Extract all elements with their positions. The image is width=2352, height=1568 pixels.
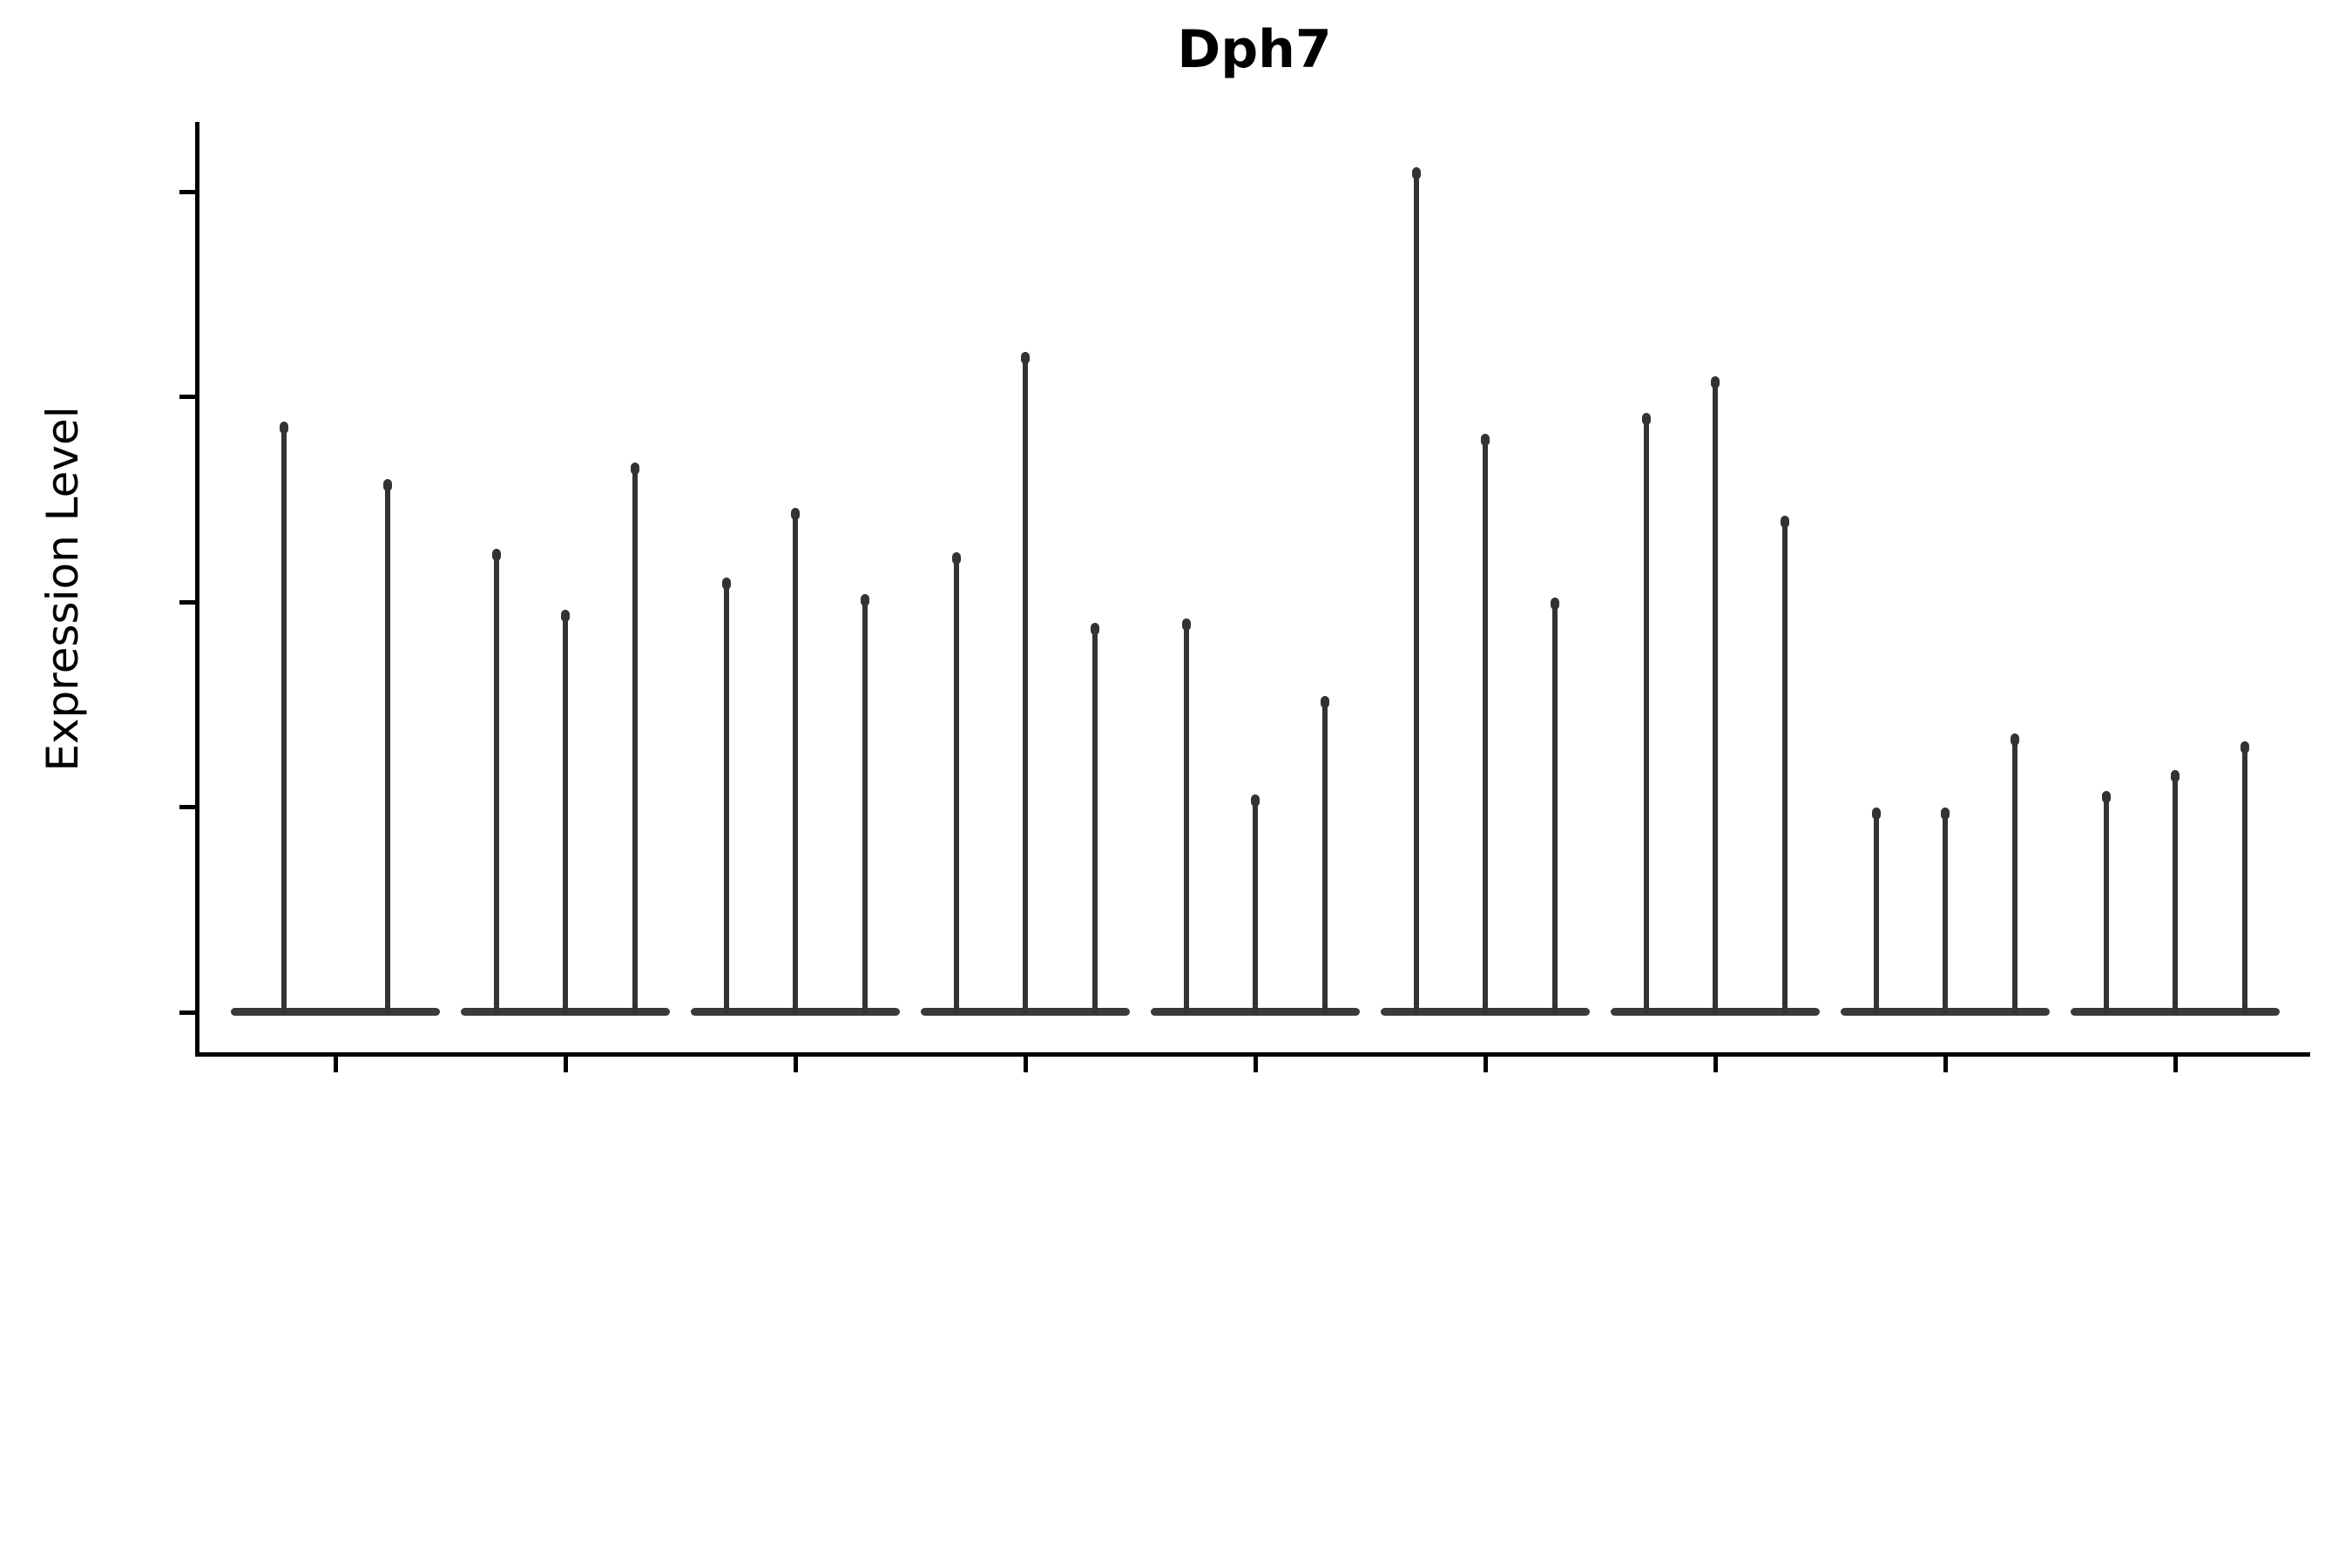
y-axis-label: Expression Level bbox=[37, 406, 88, 772]
violin bbox=[1941, 807, 1950, 1014]
chart-title: Dph7 bbox=[1177, 19, 1332, 80]
violin bbox=[1780, 516, 1789, 1014]
violin bbox=[2101, 790, 2111, 1014]
x-tick-label bbox=[1398, 1080, 1952, 1568]
x-tick-mark bbox=[333, 1057, 338, 1072]
violin bbox=[2010, 733, 2019, 1014]
violin bbox=[1181, 618, 1191, 1014]
violin bbox=[1550, 598, 1559, 1014]
y-tick-mark bbox=[179, 805, 195, 809]
x-tick-mark bbox=[1483, 1057, 1488, 1072]
x-tick-mark bbox=[1253, 1057, 1258, 1072]
y-tick-mark bbox=[179, 1010, 195, 1015]
violin bbox=[791, 507, 800, 1014]
x-tick-mark bbox=[1943, 1057, 1948, 1072]
x-tick-mark bbox=[793, 1057, 798, 1072]
violin-base bbox=[231, 1008, 440, 1016]
x-tick-label bbox=[1168, 1080, 1722, 1568]
y-axis-spine bbox=[195, 122, 199, 1057]
y-tick-mark bbox=[179, 395, 195, 399]
x-tick-mark bbox=[563, 1057, 568, 1072]
violin bbox=[1711, 375, 1720, 1014]
x-axis-spine bbox=[195, 1052, 2310, 1057]
violin bbox=[1021, 351, 1030, 1014]
x-tick-label bbox=[248, 1080, 802, 1568]
violin bbox=[2171, 770, 2180, 1014]
violin bbox=[1320, 696, 1329, 1014]
violin bbox=[1481, 433, 1490, 1014]
violin bbox=[561, 610, 570, 1014]
violin bbox=[1251, 794, 1260, 1014]
violin bbox=[951, 552, 961, 1014]
x-tick-mark bbox=[2173, 1057, 2178, 1072]
violin bbox=[721, 577, 731, 1014]
violin bbox=[1641, 413, 1651, 1014]
y-tick-mark bbox=[179, 599, 195, 605]
x-tick-mark bbox=[1023, 1057, 1028, 1072]
x-tick-label bbox=[18, 1080, 572, 1568]
x-tick-label bbox=[938, 1080, 1492, 1568]
violin bbox=[860, 593, 869, 1014]
violin bbox=[1411, 166, 1421, 1014]
violin bbox=[382, 478, 392, 1014]
y-tick-mark bbox=[179, 189, 195, 194]
violin bbox=[279, 421, 288, 1014]
violin bbox=[491, 548, 501, 1014]
violin bbox=[630, 462, 639, 1014]
violin bbox=[2240, 741, 2249, 1014]
x-tick-label bbox=[0, 1080, 342, 1568]
violin bbox=[1871, 807, 1881, 1014]
x-tick-mark bbox=[1713, 1057, 1718, 1072]
x-tick-label bbox=[708, 1080, 1262, 1568]
x-tick-label bbox=[1628, 1080, 2182, 1568]
violin bbox=[1090, 622, 1099, 1014]
x-tick-label bbox=[478, 1080, 1032, 1568]
